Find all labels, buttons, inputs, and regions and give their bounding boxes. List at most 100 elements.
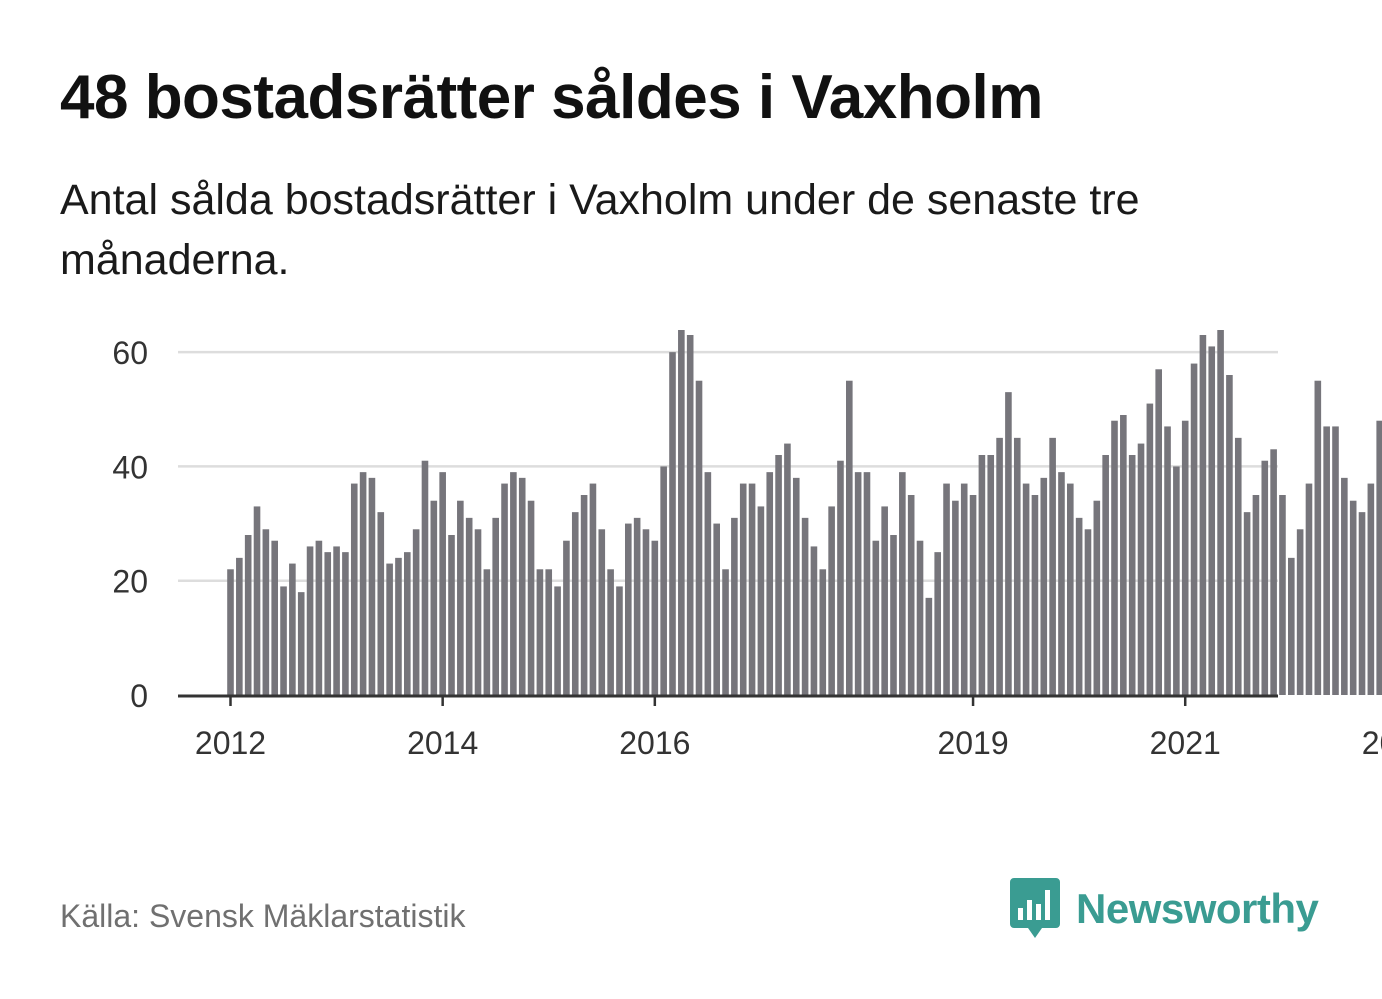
bar — [828, 506, 835, 695]
bar — [395, 557, 402, 695]
bar — [510, 472, 517, 695]
bar — [1067, 483, 1074, 695]
bar — [1288, 557, 1295, 695]
bar — [1005, 392, 1012, 695]
bar — [907, 495, 915, 695]
x-tick-label: 2019 — [937, 725, 1008, 761]
bar — [881, 506, 888, 695]
bar — [784, 443, 791, 695]
bar — [854, 472, 862, 695]
bar — [1031, 495, 1039, 695]
chart-title: 48 bostadsrätter såldes i Vaxholm — [60, 63, 1043, 132]
bar — [333, 546, 340, 695]
bar — [969, 495, 977, 695]
bar — [306, 546, 314, 695]
bar — [545, 569, 553, 695]
bar — [448, 535, 455, 695]
bar — [501, 483, 508, 695]
bar — [297, 592, 305, 695]
bar — [563, 540, 570, 695]
bar — [598, 529, 606, 695]
x-tick-label: 2016 — [619, 725, 690, 761]
bar — [1120, 415, 1127, 695]
bar — [1146, 403, 1154, 695]
chart-subtitle: Antal sålda bostadsrätter i Vaxholm unde… — [60, 176, 1140, 284]
bar — [386, 563, 393, 695]
bar — [863, 472, 871, 695]
bar — [589, 483, 597, 695]
bar — [1111, 420, 1118, 695]
bar — [1155, 369, 1162, 695]
bar — [1323, 426, 1330, 695]
bar — [227, 569, 234, 695]
bar — [1217, 330, 1224, 695]
bar — [748, 483, 756, 695]
bar — [669, 352, 676, 695]
bar — [1208, 346, 1216, 695]
brand-logo: Newsworthy — [1010, 878, 1319, 940]
bar — [1279, 495, 1286, 695]
bar — [1270, 449, 1277, 695]
bar — [810, 546, 818, 695]
bar — [527, 500, 535, 695]
bar — [483, 569, 491, 695]
bar — [430, 500, 438, 695]
bar — [324, 552, 332, 695]
bar — [421, 460, 429, 695]
bar — [757, 506, 765, 695]
bar — [1102, 455, 1109, 695]
bar — [704, 472, 712, 695]
bar — [916, 540, 924, 695]
bar — [731, 517, 738, 695]
bar — [1376, 420, 1382, 695]
bar — [686, 335, 694, 695]
bar — [819, 569, 827, 695]
bar — [1022, 483, 1030, 695]
bar — [1040, 477, 1048, 695]
bar — [554, 586, 561, 695]
bar — [474, 529, 482, 695]
bar — [1332, 426, 1339, 695]
x-axis-ticks: 2012 2014 2016 2019 2021 2023 — [195, 696, 1382, 761]
bar — [518, 477, 526, 695]
bar — [678, 330, 685, 695]
bar — [801, 517, 809, 695]
bar — [943, 483, 950, 695]
bar — [492, 517, 499, 695]
bar — [1049, 437, 1056, 695]
bar — [244, 535, 252, 695]
bar — [1137, 443, 1145, 695]
bar — [465, 517, 473, 695]
bar — [934, 552, 941, 695]
bar — [978, 455, 986, 695]
bar — [1013, 437, 1021, 695]
bar — [1164, 426, 1171, 695]
bar — [1226, 375, 1233, 695]
bar — [1173, 466, 1180, 695]
bar — [660, 466, 667, 695]
y-axis-labels: 0 20 40 60 — [112, 335, 148, 714]
bar — [625, 523, 632, 695]
bar — [1349, 500, 1357, 695]
bar — [289, 563, 296, 695]
bar — [1075, 517, 1083, 695]
bar — [1199, 335, 1207, 695]
bar — [368, 477, 376, 695]
bar — [412, 529, 420, 695]
bar — [925, 597, 933, 695]
bar — [1093, 500, 1101, 695]
x-tick-label: 2012 — [195, 725, 266, 761]
x-tick-label: 2021 — [1150, 725, 1221, 761]
bar — [315, 540, 323, 695]
bar — [536, 569, 544, 695]
bar — [952, 500, 959, 695]
bars — [227, 330, 1382, 695]
bar — [1296, 529, 1304, 695]
x-tick-label: 2023 — [1362, 725, 1382, 761]
bar — [739, 483, 747, 695]
bar — [271, 540, 278, 695]
bar-chart-speech-bubble-icon — [1010, 878, 1060, 938]
bar — [713, 523, 720, 695]
bar — [457, 500, 464, 695]
